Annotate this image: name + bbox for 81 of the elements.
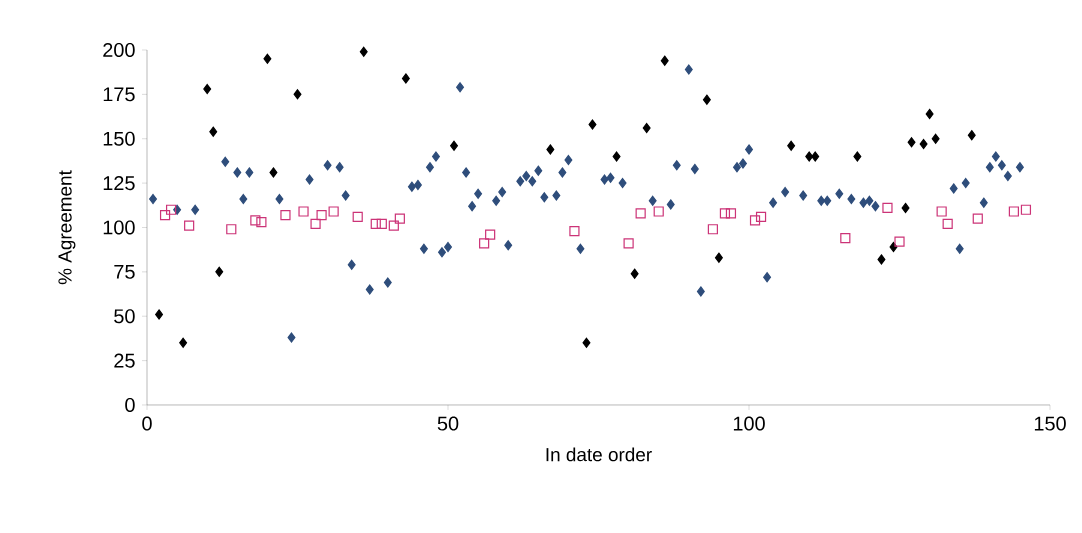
point — [972, 213, 983, 224]
point — [376, 218, 387, 230]
point — [184, 220, 195, 231]
point — [359, 46, 368, 57]
point — [755, 211, 767, 222]
point — [328, 206, 339, 217]
y-tick-label: 0 — [125, 397, 135, 413]
point — [805, 151, 814, 162]
point — [853, 151, 862, 162]
point — [450, 140, 458, 151]
point — [370, 218, 381, 230]
x-tick-label: 0 — [142, 416, 152, 431]
point — [310, 218, 321, 230]
point — [967, 130, 976, 141]
point — [894, 236, 905, 247]
point — [714, 252, 723, 263]
point — [179, 337, 188, 348]
point — [725, 208, 737, 219]
y-tick-label: 200 — [103, 42, 135, 58]
point — [546, 144, 555, 155]
point — [1008, 206, 1019, 217]
point — [925, 108, 934, 119]
point — [919, 138, 928, 150]
point — [226, 224, 237, 235]
x-tick-label: 100 — [733, 416, 765, 431]
point — [840, 233, 851, 244]
point — [256, 217, 267, 228]
x-tick-label: 150 — [1034, 416, 1066, 431]
point — [394, 213, 405, 224]
point — [269, 167, 278, 178]
point — [215, 266, 224, 277]
point — [250, 215, 261, 226]
point — [630, 268, 639, 279]
y-tick-label: 150 — [103, 131, 135, 146]
point — [569, 225, 580, 237]
y-tick-label: 100 — [103, 220, 135, 235]
point — [931, 133, 940, 144]
point — [707, 224, 718, 235]
point — [936, 206, 947, 217]
x-tick-label: 50 — [437, 416, 459, 431]
y-tick-label: 125 — [103, 176, 135, 191]
point — [159, 209, 171, 221]
point — [280, 209, 291, 221]
point — [479, 238, 490, 249]
y-tick-label: 75 — [114, 264, 135, 279]
point — [660, 55, 669, 66]
y-axis-title: % Agreement — [58, 170, 76, 285]
point — [316, 209, 327, 221]
point — [635, 208, 646, 219]
x-axis-title: In date order — [546, 447, 652, 462]
point — [263, 53, 272, 64]
point — [787, 140, 796, 151]
point — [719, 208, 731, 219]
point — [901, 202, 910, 214]
point — [612, 151, 621, 162]
point — [1020, 204, 1032, 215]
point — [203, 83, 212, 95]
point — [653, 206, 664, 217]
point — [749, 215, 761, 226]
point — [293, 89, 302, 100]
point — [877, 254, 886, 265]
point — [642, 122, 651, 134]
point — [298, 206, 309, 217]
point — [165, 204, 177, 215]
point — [352, 211, 363, 222]
point — [588, 119, 597, 130]
y-tick-label: 50 — [114, 309, 135, 324]
point — [485, 229, 496, 240]
point — [623, 238, 634, 249]
y-tick-label: 25 — [114, 353, 135, 368]
point — [882, 202, 893, 214]
point — [155, 309, 164, 320]
point — [907, 137, 916, 148]
point — [401, 73, 410, 84]
point — [702, 94, 711, 105]
point — [811, 151, 820, 162]
point — [582, 337, 591, 348]
y-tick-label: 175 — [103, 87, 135, 102]
point — [209, 126, 218, 137]
point — [942, 218, 953, 230]
point — [388, 220, 399, 231]
